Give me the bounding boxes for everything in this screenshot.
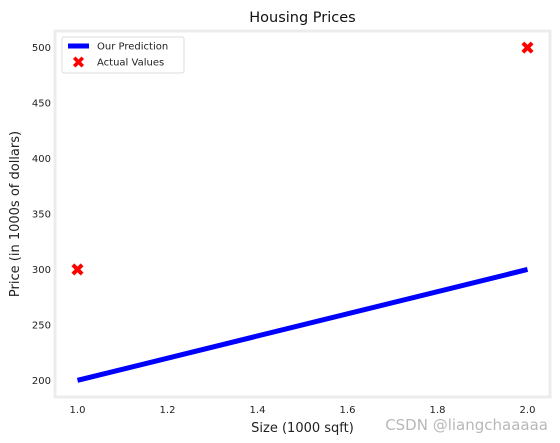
plot-frame [53,29,552,399]
prediction-line [76,267,529,383]
actual-value-marker [521,41,534,54]
x-tick-label: 1.6 [340,405,356,416]
y-tick-label: 250 [32,320,51,331]
y-axis-ticks: 200 250 300 350 400 450 500 [32,43,51,387]
y-tick-label: 350 [32,210,51,221]
marker-stroke [71,263,84,276]
y-axis-label: Price (in 1000s of dollars) [8,131,23,297]
x-tick-label: 2.0 [520,405,536,416]
watermark: CSDN @liangchaaaaa [385,416,548,434]
legend-box [61,36,185,74]
y-tick-label: 500 [32,43,51,54]
marker-stroke [72,56,85,68]
series-layer [71,41,534,383]
chart-title: Housing Prices [249,10,355,26]
x-tick-label: 1.2 [160,405,176,416]
y-tick-label: 450 [32,99,51,110]
actual-value-marker [71,263,84,276]
y-tick-label: 200 [32,376,51,387]
legend-label-prediction: Our Prediction [97,42,168,53]
legend-x-marker [72,56,85,68]
marker-stroke [521,41,534,54]
y-tick-label: 400 [32,154,51,165]
legend-label-actual: Actual Values [97,58,164,69]
x-tick-label: 1.4 [250,405,266,416]
x-axis-ticks: 1.0 1.2 1.4 1.6 1.8 2.0 [70,405,536,416]
legend-swatch-actual [72,56,85,68]
x-tick-label: 1.0 [70,405,86,416]
legend: Our Prediction Actual Values [61,36,185,74]
y-tick-label: 300 [32,265,51,276]
x-axis-label: Size (1000 sqft) [251,421,354,436]
x-tick-label: 1.8 [430,405,446,416]
